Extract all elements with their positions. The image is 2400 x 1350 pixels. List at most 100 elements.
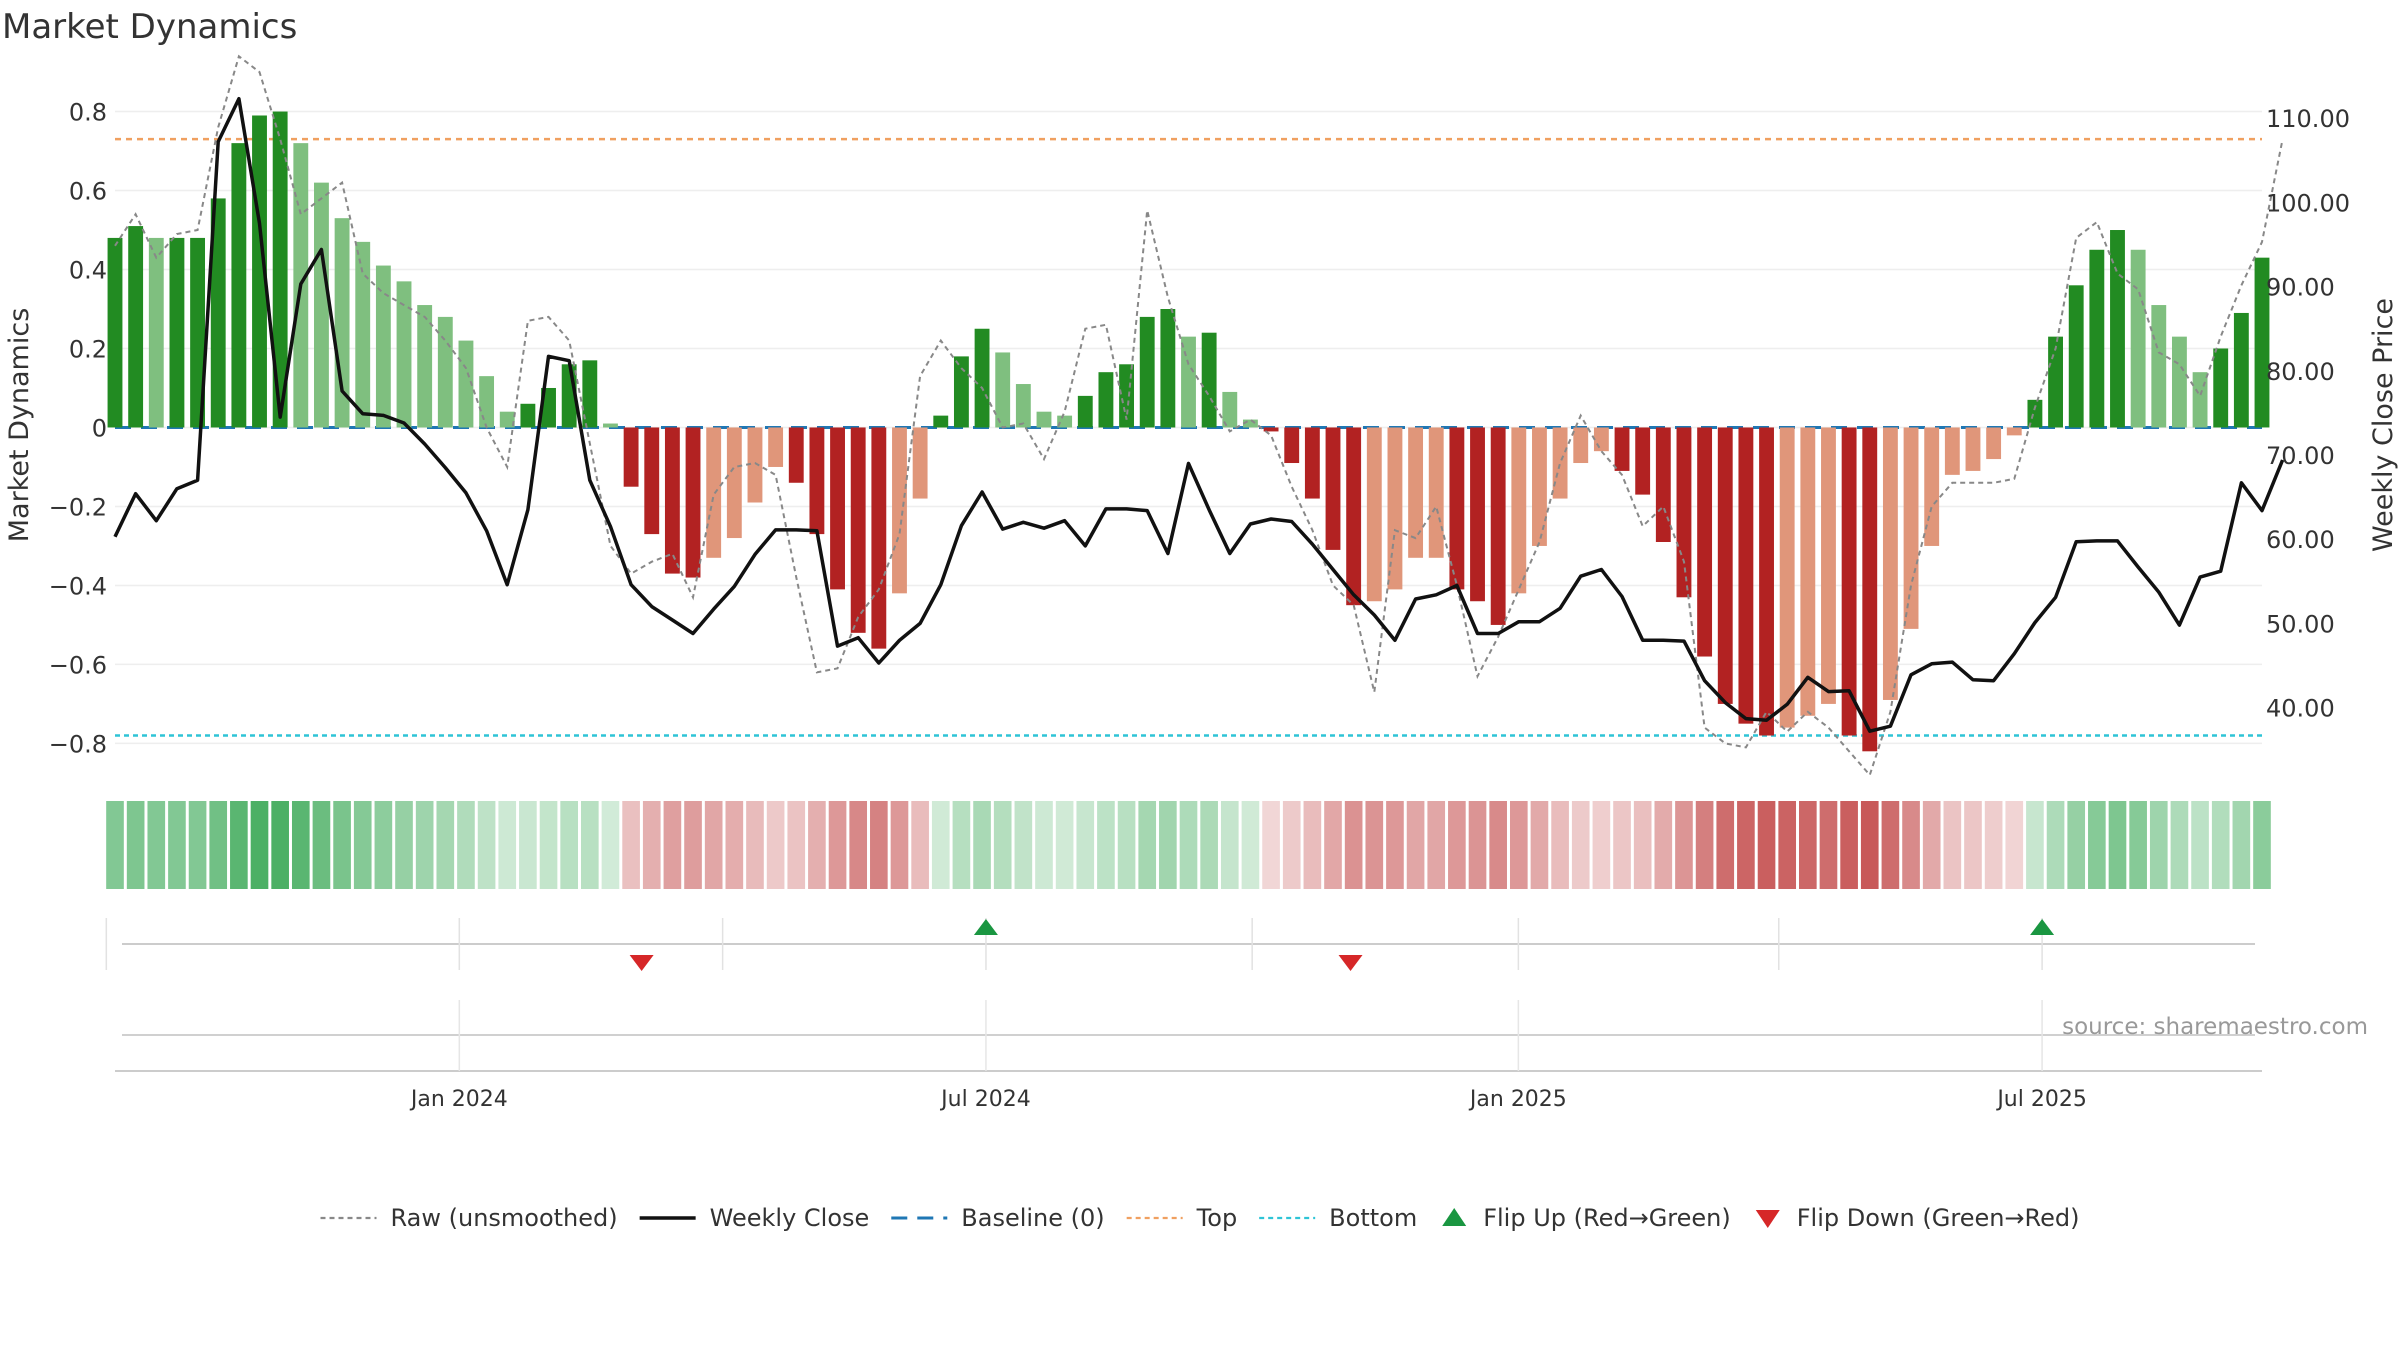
momentum-bar xyxy=(1862,427,1878,752)
momentum-bar xyxy=(520,403,536,428)
momentum-bar xyxy=(706,427,722,558)
momentum-bar xyxy=(850,427,866,633)
momentum-bar xyxy=(1304,427,1320,499)
momentum-bar xyxy=(1387,427,1403,590)
momentum-bar xyxy=(1821,427,1836,704)
right-axis: 110.00 100.00 90.00 80.00 70.00 60.00 50.00 40.… xyxy=(2266,105,2350,723)
momentum-bar xyxy=(1098,372,1114,428)
flip-down-marker xyxy=(629,955,654,971)
heat-cell xyxy=(2191,801,2209,889)
momentum-bar xyxy=(768,427,784,467)
heat-cell xyxy=(1551,801,1569,889)
heat-cell xyxy=(1448,801,1466,889)
heat-cell xyxy=(1633,801,1652,889)
heat-cell xyxy=(519,801,537,889)
momentum-bar xyxy=(603,423,618,428)
heat-cell xyxy=(1943,801,1962,889)
heat-cell xyxy=(1200,801,1218,889)
momentum-bar xyxy=(1511,427,1527,594)
y-tick-label: −0.8 xyxy=(49,730,107,758)
heat-cell xyxy=(601,801,620,889)
momentum-bar xyxy=(1284,427,1300,464)
heat-cell xyxy=(106,801,124,889)
heat-cell xyxy=(1964,801,1982,889)
heat-cell xyxy=(1365,801,1384,889)
heat-cell xyxy=(808,801,826,889)
heat-cell xyxy=(2026,801,2044,889)
heat-cell xyxy=(498,801,517,889)
heat-cell xyxy=(1468,801,1487,889)
momentum-bar xyxy=(1408,427,1424,558)
heat-cell xyxy=(1613,801,1631,889)
momentum-bar xyxy=(788,427,804,483)
momentum-bar xyxy=(2068,285,2084,428)
y2-tick-label: 100.00 xyxy=(2266,189,2350,217)
momentum-bar xyxy=(1201,332,1217,428)
heat-cell xyxy=(1014,801,1033,889)
heat-cell xyxy=(1303,801,1322,889)
momentum-bar xyxy=(2089,249,2105,428)
regime-heat-strip xyxy=(106,801,2271,889)
y2-tick-label: 40.00 xyxy=(2266,695,2335,723)
momentum-bar xyxy=(1490,427,1506,625)
y-tick-label: −0.2 xyxy=(49,493,107,521)
y2-tick-label: 60.00 xyxy=(2266,526,2335,554)
momentum-bar xyxy=(1057,415,1073,428)
momentum-bar xyxy=(1738,427,1754,724)
flip-signal-panel xyxy=(105,918,2255,971)
heat-cell xyxy=(1860,801,1879,889)
momentum-bar xyxy=(953,356,969,428)
momentum-bar xyxy=(1532,427,1547,546)
heat-cell xyxy=(1675,801,1693,889)
heat-cell xyxy=(1984,801,2003,889)
legend: Raw (unsmoothed) Weekly Close Baseline (0)… xyxy=(320,1204,2080,1232)
heat-cell xyxy=(1179,801,1198,889)
momentum-bar xyxy=(417,305,433,428)
momentum-bar xyxy=(1593,427,1609,452)
heat-cell xyxy=(209,801,228,889)
series-lines xyxy=(113,54,2285,777)
heat-cell xyxy=(1695,801,1714,889)
momentum-bar xyxy=(479,376,495,428)
momentum-bar xyxy=(747,427,763,503)
y2-tick-label: 90.00 xyxy=(2266,274,2335,302)
heat-cell xyxy=(1344,801,1363,889)
heat-cell xyxy=(271,801,289,889)
heat-cell xyxy=(436,801,455,889)
momentum-bar xyxy=(437,316,453,428)
momentum-bar xyxy=(1222,391,1238,428)
momentum-bar xyxy=(1944,427,1960,475)
heat-cell xyxy=(2088,801,2106,889)
momentum-bar xyxy=(582,360,598,428)
legend-label: Weekly Close xyxy=(710,1204,870,1232)
heat-cell xyxy=(1778,801,1797,889)
date-axis: Jan 2024 Jul 2024 Jan 2025 Jul 2025 xyxy=(409,1087,2087,1112)
y2-tick-label: 70.00 xyxy=(2266,442,2335,470)
momentum-bar xyxy=(1903,427,1919,629)
momentum-bar xyxy=(499,411,515,428)
heat-cell xyxy=(1097,801,1115,889)
heat-cell xyxy=(973,801,991,889)
momentum-bar xyxy=(2171,336,2187,428)
heat-cell xyxy=(333,801,351,889)
momentum-bar xyxy=(1655,427,1671,542)
heat-cell xyxy=(642,801,661,889)
legend-flip-down-marker xyxy=(1755,1210,1780,1228)
y-tick-label: −0.6 xyxy=(49,651,107,679)
heat-cell xyxy=(725,801,744,889)
flip-down-marker xyxy=(1338,955,1363,971)
heat-cell xyxy=(415,801,434,889)
heat-cell xyxy=(1592,801,1611,889)
heat-cell xyxy=(766,801,785,889)
momentum-bar xyxy=(2006,427,2022,436)
momentum-bar xyxy=(1697,427,1713,657)
heat-cell xyxy=(539,801,558,889)
y-tick-label: −0.4 xyxy=(49,572,107,600)
heat-cell xyxy=(1427,801,1446,889)
momentum-bar xyxy=(2048,336,2063,428)
heat-cell xyxy=(560,801,578,889)
x-tick-label: Jan 2024 xyxy=(409,1087,508,1112)
heat-cell xyxy=(457,801,475,889)
momentum-bar xyxy=(912,427,928,499)
